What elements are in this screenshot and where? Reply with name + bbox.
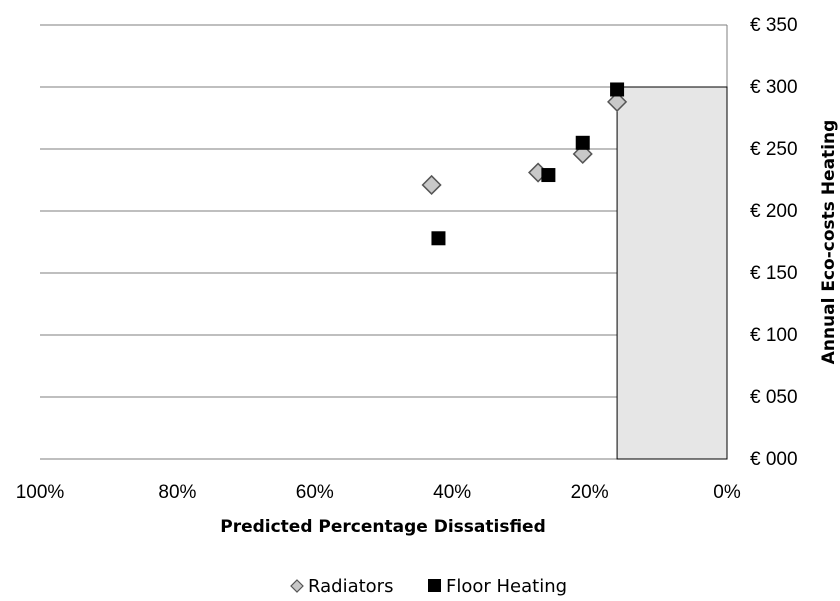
x-tick-label-3: 40% [433, 482, 471, 503]
point-radiators-0 [421, 174, 442, 196]
x-tick-label-1: 80% [158, 482, 196, 503]
point-floor-heating-0 [431, 231, 446, 246]
y-tick-label-7: € 350 [750, 15, 798, 36]
legend: Radiators Floor Heating [290, 576, 567, 597]
y-tick-label-1: € 050 [750, 387, 798, 408]
point-floor-heating-1 [541, 168, 556, 183]
x-axis-title: Predicted Percentage Dissatisfied [220, 517, 546, 537]
data-points [421, 82, 628, 246]
point-radiators-3 [607, 91, 628, 112]
y-tick-label-2: € 100 [750, 325, 798, 346]
y-axis-title: Annual Eco-costs Heating [819, 120, 839, 365]
y-tick-label-0: € 000 [750, 449, 798, 470]
legend-marker-floor-heating [428, 579, 441, 592]
x-tick-label-4: 20% [571, 482, 609, 503]
shaded-region-layer [616, 86, 728, 460]
legend-label-1: Floor Heating [446, 576, 567, 597]
point-floor-heating-2 [575, 135, 590, 150]
y-tick-label-4: € 200 [750, 201, 798, 222]
y-tick-label-3: € 150 [750, 263, 798, 284]
legend-marker-radiators [290, 579, 304, 593]
y-tick-labels: € 000 € 050 € 100 € 150 € 200 € 250 € 300 € 350 [750, 15, 798, 470]
legend-label-0: Radiators [308, 576, 393, 597]
x-tick-label-0: 100% [16, 482, 65, 503]
x-tick-label-2: 60% [296, 482, 334, 503]
y-tick-label-6: € 300 [750, 77, 798, 98]
shaded-region [616, 86, 728, 460]
point-floor-heating-3 [610, 82, 625, 97]
x-tick-labels: 100% 80% 60% 40% 20% 0% [16, 482, 741, 503]
x-tick-label-5: 0% [713, 482, 741, 503]
y-tick-label-5: € 250 [750, 139, 798, 160]
